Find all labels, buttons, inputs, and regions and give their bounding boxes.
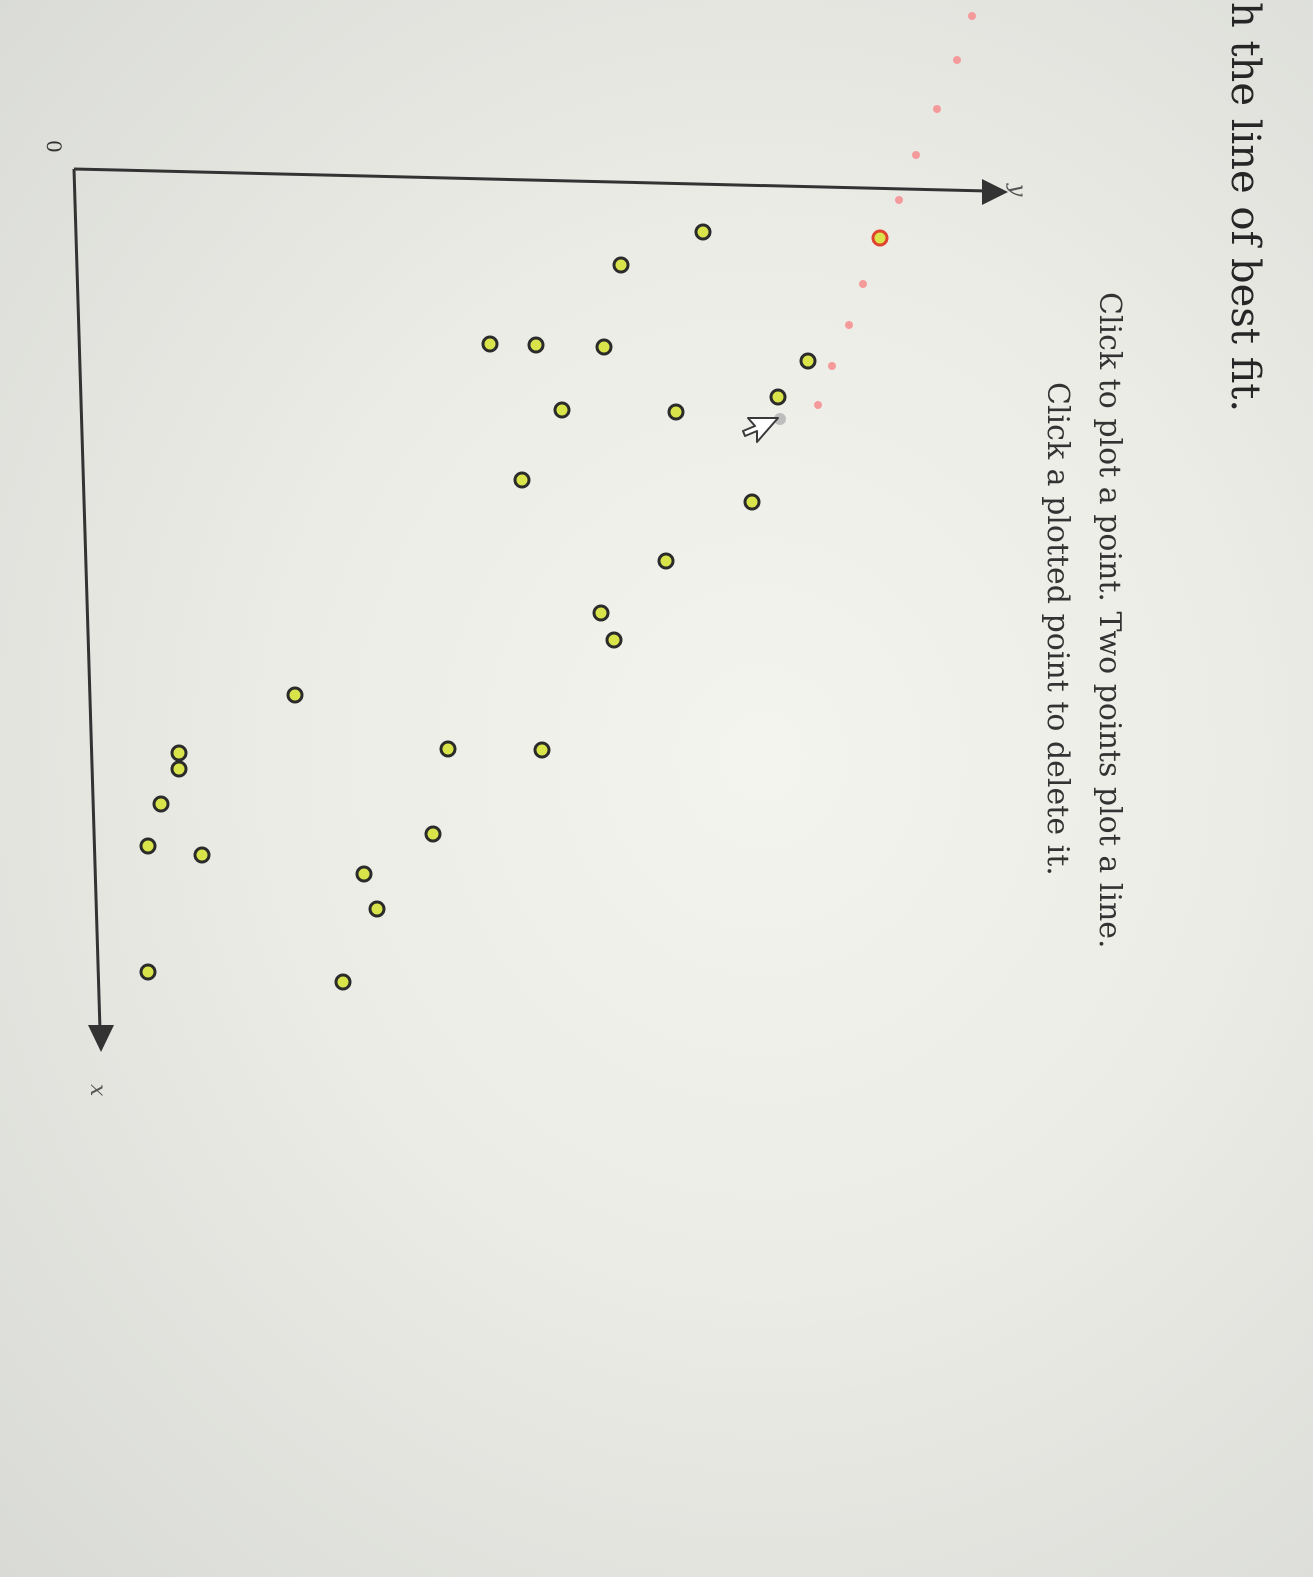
plotted-point[interactable] <box>139 837 157 855</box>
plotted-point[interactable] <box>355 865 373 883</box>
plotted-point[interactable] <box>871 229 889 247</box>
plotted-point[interactable] <box>334 973 352 991</box>
preview-line-dot <box>933 105 941 113</box>
cursor-anchor-dot <box>774 413 786 425</box>
plotted-point[interactable] <box>592 604 610 622</box>
plotted-point[interactable] <box>424 825 442 843</box>
plotted-point[interactable] <box>152 795 170 813</box>
origin-label: 0 <box>42 140 66 153</box>
mouse-pointer-icon <box>742 417 779 443</box>
x-axis-arrow-icon <box>88 1025 114 1052</box>
plotted-point[interactable] <box>694 223 712 241</box>
y-axis-label: y <box>1005 184 1030 197</box>
plotted-point[interactable] <box>595 338 613 356</box>
preview-line-dot <box>912 151 920 159</box>
preview-line-dot <box>895 196 903 204</box>
plotted-point[interactable] <box>533 741 551 759</box>
plotted-points <box>139 223 889 991</box>
preview-line-dot <box>828 362 836 370</box>
plotted-point[interactable] <box>286 686 304 704</box>
plotted-point[interactable] <box>170 760 188 778</box>
plotted-point[interactable] <box>612 256 630 274</box>
plotted-point[interactable] <box>657 552 675 570</box>
y-axis-arrow-icon <box>982 179 1008 205</box>
axes <box>72 167 1008 1052</box>
plotted-point[interactable] <box>368 900 386 918</box>
plotted-point[interactable] <box>513 471 531 489</box>
plotted-point[interactable] <box>769 388 787 406</box>
plotted-point[interactable] <box>667 403 685 421</box>
plotted-point[interactable] <box>743 493 761 511</box>
preview-line-dot <box>859 280 867 288</box>
preview-line-dot <box>845 321 853 329</box>
preview-line-dot <box>953 56 961 64</box>
preview-line-dot <box>968 12 976 20</box>
preview-line-dot <box>814 401 822 409</box>
plotted-point[interactable] <box>527 336 545 354</box>
y-axis-line <box>73 167 989 193</box>
x-axis-line <box>72 168 102 1031</box>
x-axis-label: x <box>85 1084 110 1097</box>
preview-line <box>814 12 976 409</box>
plotted-point[interactable] <box>605 631 623 649</box>
plotted-point[interactable] <box>553 401 571 419</box>
plotted-point[interactable] <box>170 744 188 762</box>
plotted-point[interactable] <box>481 335 499 353</box>
plotted-point[interactable] <box>193 846 211 864</box>
plotted-point[interactable] <box>799 352 817 370</box>
plotted-point[interactable] <box>139 963 157 981</box>
plotted-point[interactable] <box>439 740 457 758</box>
